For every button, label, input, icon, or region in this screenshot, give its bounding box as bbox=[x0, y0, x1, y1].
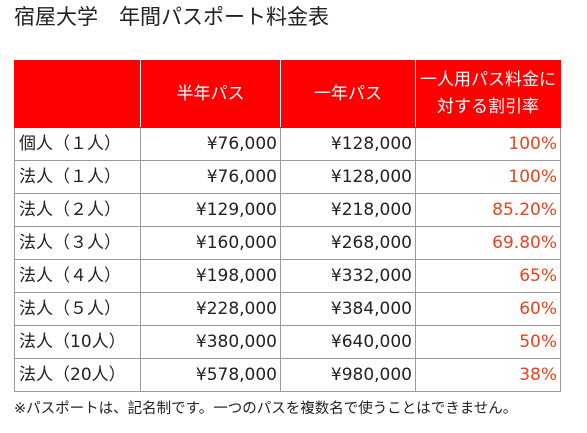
discount-rate-cell: 38% bbox=[415, 358, 561, 392]
one-year-price-cell: ¥980,000 bbox=[280, 358, 416, 392]
one-year-price-cell: ¥640,000 bbox=[280, 325, 416, 359]
discount-rate-cell: 65% bbox=[415, 259, 561, 293]
pass-type-cell: 法人（５人） bbox=[14, 292, 141, 326]
one-year-price-cell: ¥332,000 bbox=[280, 259, 416, 293]
pass-type-cell: 個人（１人） bbox=[14, 127, 141, 161]
header-half-year-pass: 半年パス bbox=[140, 60, 281, 128]
half-year-price-cell: ¥578,000 bbox=[140, 358, 281, 392]
footnote: ※パスポートは、記名制です。一つのパスを複数名で使うことはできません。 bbox=[14, 401, 518, 417]
discount-rate-cell: 85.20% bbox=[415, 193, 561, 227]
half-year-price-cell: ¥129,000 bbox=[140, 193, 281, 227]
price-table: 半年パス 一年パス 一人用パス料金に 対する割引率 個人（１人） ¥76,000… bbox=[14, 60, 561, 392]
discount-rate-cell: 50% bbox=[415, 325, 561, 359]
table-row: 法人（４人） ¥198,000 ¥332,000 65% bbox=[14, 259, 561, 293]
header-type bbox=[14, 60, 141, 128]
table-header-row: 半年パス 一年パス 一人用パス料金に 対する割引率 bbox=[14, 60, 561, 128]
half-year-price-cell: ¥198,000 bbox=[140, 259, 281, 293]
half-year-price-cell: ¥160,000 bbox=[140, 226, 281, 260]
table-row: 法人（10人） ¥380,000 ¥640,000 50% bbox=[14, 325, 561, 359]
table-row: 個人（１人） ¥76,000 ¥128,000 100% bbox=[14, 127, 561, 161]
pass-type-cell: 法人（３人） bbox=[14, 226, 141, 260]
half-year-price-cell: ¥76,000 bbox=[140, 127, 281, 161]
pass-type-cell: 法人（４人） bbox=[14, 259, 141, 293]
one-year-price-cell: ¥128,000 bbox=[280, 127, 416, 161]
table-row: 法人（１人） ¥76,000 ¥128,000 100% bbox=[14, 160, 561, 194]
one-year-price-cell: ¥384,000 bbox=[280, 292, 416, 326]
pass-type-cell: 法人（10人） bbox=[14, 325, 141, 359]
one-year-price-cell: ¥268,000 bbox=[280, 226, 416, 260]
one-year-price-cell: ¥128,000 bbox=[280, 160, 416, 194]
table-row: 法人（２人） ¥129,000 ¥218,000 85.20% bbox=[14, 193, 561, 227]
half-year-price-cell: ¥76,000 bbox=[140, 160, 281, 194]
header-discount-rate: 一人用パス料金に 対する割引率 bbox=[415, 60, 561, 128]
discount-rate-cell: 100% bbox=[415, 160, 561, 194]
pass-type-cell: 法人（20人） bbox=[14, 358, 141, 392]
table-row: 法人（５人） ¥228,000 ¥384,000 60% bbox=[14, 292, 561, 326]
one-year-price-cell: ¥218,000 bbox=[280, 193, 416, 227]
discount-rate-cell: 69.80% bbox=[415, 226, 561, 260]
pass-type-cell: 法人（１人） bbox=[14, 160, 141, 194]
table-row: 法人（３人） ¥160,000 ¥268,000 69.80% bbox=[14, 226, 561, 260]
page-title: 宿屋大学 年間パスポート料金表 bbox=[14, 5, 329, 29]
pass-type-cell: 法人（２人） bbox=[14, 193, 141, 227]
header-one-year-pass: 一年パス bbox=[280, 60, 416, 128]
header-discount-line1: 一人用パス料金に bbox=[420, 70, 556, 90]
table-row: 法人（20人） ¥578,000 ¥980,000 38% bbox=[14, 358, 561, 392]
discount-rate-cell: 100% bbox=[415, 127, 561, 161]
header-discount-line2: 対する割引率 bbox=[437, 97, 539, 117]
half-year-price-cell: ¥380,000 bbox=[140, 325, 281, 359]
discount-rate-cell: 60% bbox=[415, 292, 561, 326]
half-year-price-cell: ¥228,000 bbox=[140, 292, 281, 326]
